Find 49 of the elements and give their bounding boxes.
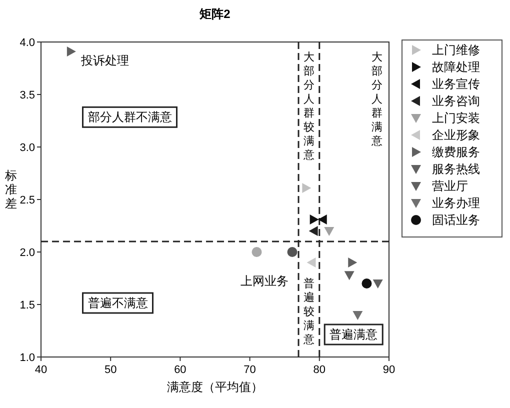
- legend-label: 企业形象: [432, 128, 480, 142]
- point: [306, 258, 316, 268]
- point: [372, 280, 383, 288]
- annotation: 部分人群不满意: [88, 110, 172, 124]
- y-tick-label: 1.5: [20, 300, 35, 312]
- annotation: 投诉处理: [80, 53, 129, 68]
- legend-label: 故障处理: [432, 60, 480, 74]
- annotation: 大部分人群满意: [370, 50, 382, 148]
- point: [344, 271, 354, 280]
- legend-label: 业务咨询: [432, 94, 480, 108]
- legend-label: 业务宣传: [432, 77, 480, 91]
- y-tick-label: 1.0: [20, 352, 35, 364]
- y-tick-label: 2.0: [20, 247, 35, 259]
- annotation: 普遍满意: [330, 328, 378, 342]
- x-tick-label: 80: [313, 364, 326, 376]
- annotation: 上网业务: [240, 274, 288, 288]
- point: [66, 46, 76, 56]
- point: [252, 247, 262, 257]
- y-tick-label: 3.5: [20, 90, 35, 102]
- x-tick-label: 60: [174, 364, 186, 376]
- y-tick-label: 4.0: [20, 37, 35, 49]
- point: [308, 226, 318, 236]
- x-tick-label: 90: [382, 364, 396, 376]
- point: [287, 247, 298, 257]
- point: [352, 311, 363, 320]
- x-axis-title: 满意度（平均值）: [167, 380, 263, 394]
- point: [362, 278, 372, 288]
- point: [318, 214, 327, 224]
- x-tick-label: 70: [244, 364, 256, 376]
- annotation: 大部分人群较满意: [302, 50, 314, 162]
- legend-label: 上门安装: [432, 111, 480, 125]
- y-tick-label: 2.5: [20, 194, 35, 206]
- legend-label: 服务热线: [432, 162, 480, 176]
- point: [310, 214, 319, 224]
- annotation: 普遍较满意: [302, 277, 314, 346]
- annotation: 普遍不满意: [88, 296, 148, 310]
- x-tick-label: 50: [104, 364, 117, 376]
- legend-label: 上门维修: [432, 43, 480, 57]
- legend-label: 固话业务: [432, 213, 480, 227]
- x-tick-label: 40: [34, 364, 48, 376]
- legend-label: 缴费服务: [432, 145, 480, 159]
- legend-label: 业务办理: [432, 196, 480, 210]
- point: [348, 258, 358, 268]
- y-axis-title: 标准差: [4, 168, 17, 210]
- point: [324, 227, 334, 236]
- point: [302, 182, 312, 193]
- chart-title: 矩阵2: [198, 7, 231, 21]
- y-tick-label: 3.0: [20, 142, 35, 154]
- legend-label: 营业厅: [432, 179, 468, 193]
